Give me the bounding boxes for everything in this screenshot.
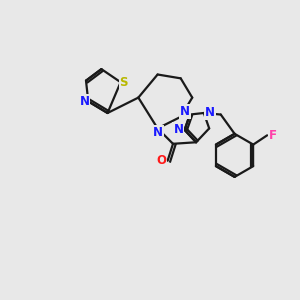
- Text: N: N: [173, 123, 183, 136]
- Text: F: F: [269, 129, 277, 142]
- Text: N: N: [80, 95, 89, 108]
- Text: N: N: [180, 105, 190, 118]
- Text: S: S: [119, 76, 128, 89]
- Text: O: O: [157, 154, 166, 167]
- Text: N: N: [205, 106, 215, 119]
- Text: N: N: [153, 126, 163, 139]
